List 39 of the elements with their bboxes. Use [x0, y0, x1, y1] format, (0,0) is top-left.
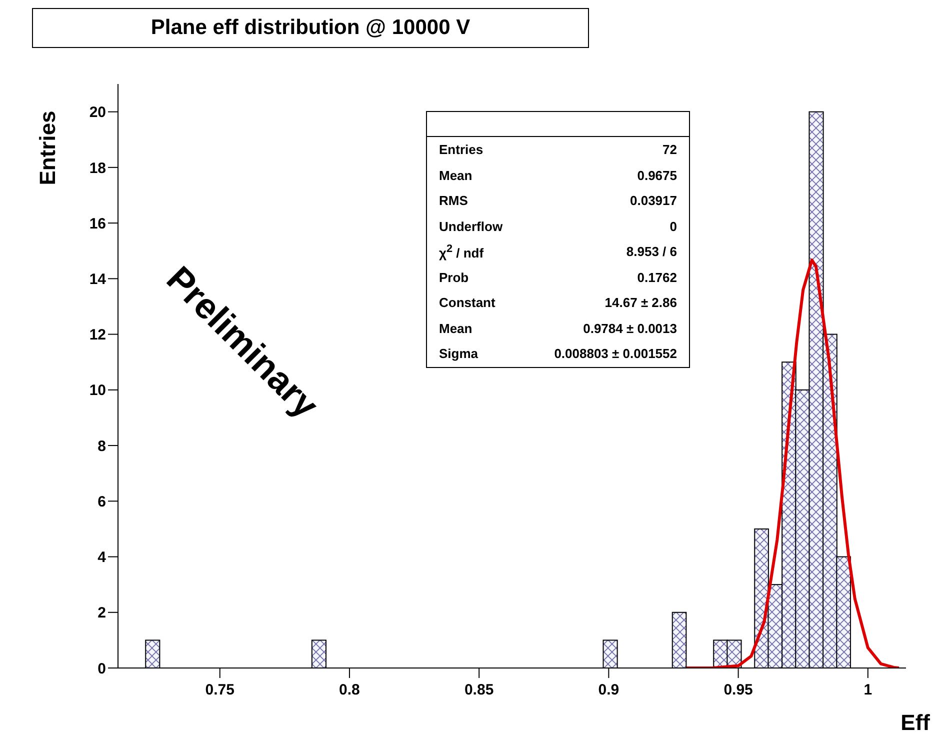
- annotation: 0.9675: [637, 168, 677, 183]
- annotation: Constant: [439, 295, 496, 310]
- x-tick-label: 0.85: [464, 682, 494, 699]
- y-tick-label: 8: [98, 438, 106, 455]
- x-axis-title: Eff: [900, 710, 930, 736]
- annotation: 0: [670, 218, 677, 234]
- x-tick-label: 1: [864, 682, 872, 699]
- annotation: 14.67 ± 2.86: [604, 295, 677, 310]
- annotation: 0.1762: [637, 270, 677, 285]
- x-tick-label: 0.95: [724, 682, 753, 699]
- y-tick-label: 6: [98, 493, 106, 510]
- annotation: 0.008803 ± 0.001552: [554, 346, 677, 362]
- y-tick-label: 0: [98, 660, 106, 678]
- y-axis-title: Entries: [35, 110, 61, 186]
- y-tick-label: 20: [89, 104, 106, 122]
- x-tick-label: 0.9: [598, 682, 620, 699]
- annotation: 0.03917: [630, 193, 677, 208]
- annotation: Sigma: [439, 346, 478, 362]
- y-tick-label: 4: [98, 549, 107, 566]
- y-tick-label: 14: [89, 270, 107, 288]
- x-tick-label: 0.75: [205, 682, 234, 699]
- chart-title: Plane eff distribution @ 10000 V: [32, 8, 589, 48]
- annotation: RMS: [439, 193, 468, 208]
- y-tick-label: 12: [89, 326, 106, 344]
- y-tick-label: 2: [98, 604, 106, 622]
- x-tick-label: 0.8: [339, 682, 360, 699]
- annotation: 0.9784 ± 0.0013: [583, 320, 677, 336]
- annotation: Underflow: [439, 218, 503, 234]
- annotation: χ$^{2}$ / ndf: [439, 243, 484, 260]
- annotation: Mean: [439, 320, 472, 336]
- y-tick-label: 18: [89, 160, 106, 177]
- annotation: 72: [662, 142, 677, 158]
- y-tick-label: 10: [89, 382, 106, 400]
- annotation: Entries: [439, 142, 484, 158]
- y-tick-label: 16: [89, 215, 106, 232]
- annotation: Prob: [439, 270, 469, 285]
- annotation: Mean: [439, 168, 472, 183]
- annotation: 8.953 / 6: [626, 244, 677, 260]
- line-series: [684, 258, 900, 668]
